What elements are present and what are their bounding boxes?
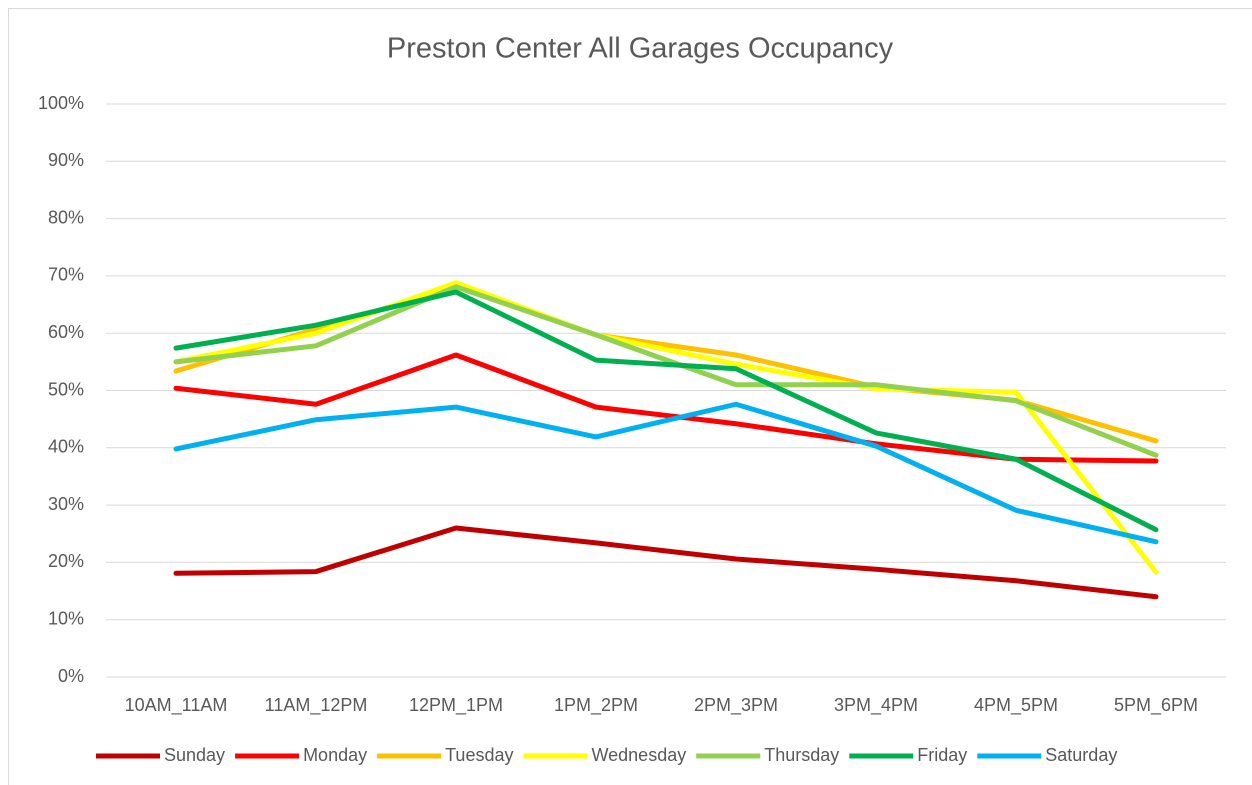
legend-label: Tuesday — [445, 745, 513, 765]
y-tick-label: 60% — [48, 322, 84, 342]
y-tick-label: 10% — [48, 608, 84, 628]
series-line — [173, 284, 1159, 458]
x-tick-label: 3PM_4PM — [834, 695, 918, 716]
y-tick-label: 80% — [48, 207, 84, 227]
y-tick-label: 70% — [48, 265, 84, 285]
y-tick-label: 0% — [58, 666, 84, 686]
series-line — [173, 525, 1159, 600]
x-tick-label: 5PM_6PM — [1114, 695, 1198, 716]
y-tick-label: 50% — [48, 379, 84, 399]
chart-title: Preston Center All Garages Occupancy — [387, 33, 894, 65]
x-tick-label: 1PM_2PM — [554, 695, 638, 716]
x-tick-label: 10AM_11AM — [125, 695, 228, 716]
series-line — [173, 401, 1159, 545]
y-tick-label: 20% — [48, 551, 84, 571]
x-tick-label: 12PM_1PM — [409, 695, 503, 716]
x-tick-label: 2PM_3PM — [694, 695, 778, 716]
legend-label: Saturday — [1045, 745, 1117, 765]
legend-label: Monday — [303, 745, 367, 765]
legend-label: Friday — [917, 745, 967, 765]
y-tick-label: 40% — [48, 437, 84, 457]
series-line — [173, 289, 1159, 533]
y-tick-label: 30% — [48, 494, 84, 514]
x-tick-label: 11AM_12PM — [265, 695, 368, 716]
legend-label: Sunday — [164, 745, 225, 765]
chart-border — [8, 8, 1252, 785]
series-line — [173, 280, 1159, 575]
y-tick-label: 90% — [48, 150, 84, 170]
legend-label: Thursday — [764, 745, 839, 765]
x-tick-label: 4PM_5PM — [974, 695, 1058, 716]
legend-label: Wednesday — [591, 745, 686, 765]
y-tick-label: 100% — [38, 93, 84, 113]
